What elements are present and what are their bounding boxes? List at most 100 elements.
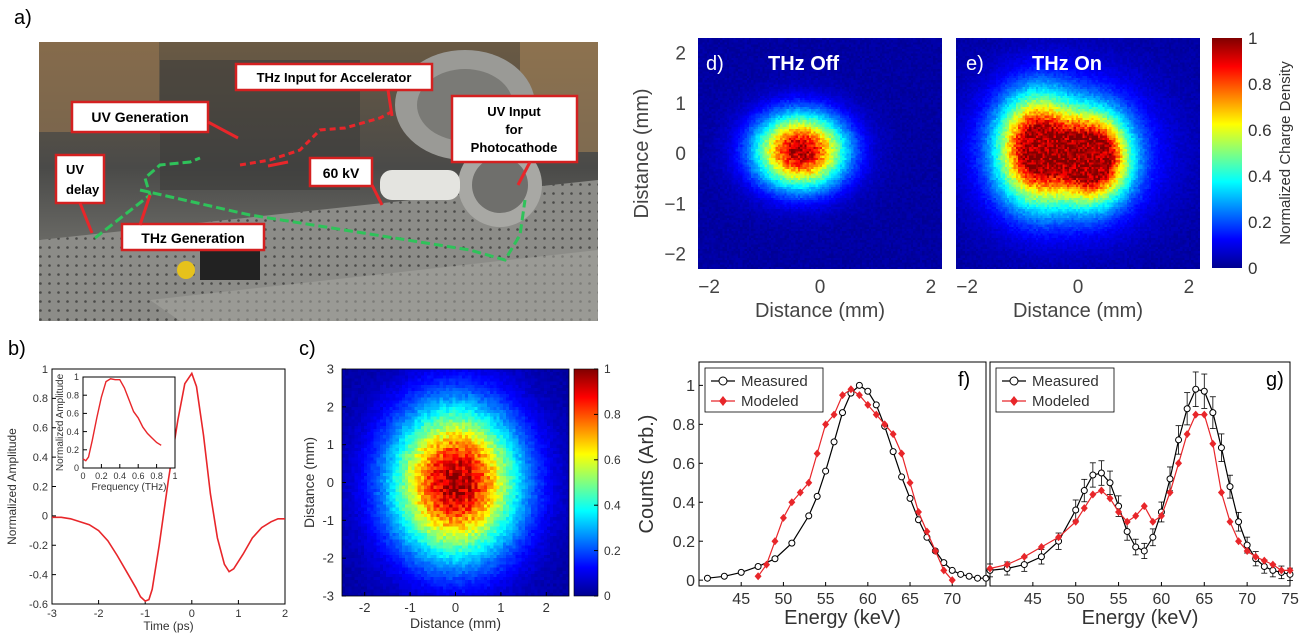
data-point-measured <box>1149 533 1157 541</box>
colorbar-tick-label: 0 <box>1248 259 1257 278</box>
data-point-measured <box>813 492 821 500</box>
data-point-measured <box>872 401 880 409</box>
data-point-modeled <box>1217 488 1225 497</box>
y-tick-label: 1 <box>42 364 48 376</box>
chart-b-inset: 0 0.2 0.4 0.6 0.8 1 0 0.2 0.4 0.6 0.8 1 Frequency (T… <box>55 372 178 493</box>
data-point-modeled <box>788 498 796 507</box>
data-point-modeled <box>1286 566 1294 575</box>
y-tick-label: 0.6 <box>33 423 48 435</box>
data-point-measured <box>771 555 779 563</box>
svg-text:Photocathode: Photocathode <box>471 140 558 155</box>
chart-f: 45 50 55 60 65 70 0 0.2 0.4 0.6 0.8 1 Energy (keV) Co… <box>636 361 990 629</box>
y-axis-label: Normalized Amplitude <box>5 428 19 545</box>
colorbar-tick-label: 0.4 <box>604 498 621 512</box>
x-tick-label: 0 <box>80 471 85 481</box>
data-point-modeled <box>830 410 838 419</box>
label-thz-generation: THz Generation <box>120 222 266 252</box>
data-point-modeled <box>1097 486 1105 495</box>
data-point-modeled <box>1055 533 1063 542</box>
x-axis-label: Distance (mm) <box>755 300 885 322</box>
data-point-modeled <box>754 572 762 581</box>
series-line-0 <box>82 378 162 462</box>
x-tick-label: 2 <box>1184 277 1195 298</box>
y-tick-label: 0.4 <box>673 495 695 512</box>
panel-c: -2 -1 0 1 2 -3 -2 -1 0 1 2 3 Distance (mm) Distance (… <box>301 362 570 631</box>
svg-text:UV Generation: UV Generation <box>91 109 188 125</box>
y-tick-label: 0 <box>327 475 334 490</box>
data-point-measured <box>703 574 711 582</box>
data-point-modeled <box>898 449 906 458</box>
colorbar-de: 0 0.2 0.4 0.6 0.8 1 Normalized Charge Density <box>1212 29 1294 278</box>
x-tick-label: 70 <box>1238 591 1256 608</box>
data-point-measured <box>1217 444 1225 452</box>
x-tick-label: 2 <box>543 600 550 615</box>
x-tick-label: -1 <box>140 608 150 620</box>
colorbar-tick-label: 1 <box>604 362 611 376</box>
y-tick-label: 3 <box>327 362 334 377</box>
x-tick-label: 0.2 <box>95 471 108 481</box>
data-point-measured <box>839 409 846 417</box>
data-point-modeled <box>1072 517 1080 526</box>
title-d: THz Off <box>768 53 839 75</box>
colorbar-de-label: Normalized Charge Density <box>1277 61 1294 245</box>
panel-letter-a: a) <box>14 7 32 29</box>
data-point-modeled <box>1149 517 1157 526</box>
data-point-measured <box>822 467 830 475</box>
y-tick-label: 0 <box>74 463 79 473</box>
data-point-modeled <box>1226 517 1234 526</box>
title-e: THz On <box>1032 53 1102 75</box>
data-point-measured <box>855 381 863 389</box>
x-axis-label: Distance (mm) <box>1013 300 1143 322</box>
x-axis-label: Energy (keV) <box>1082 607 1199 629</box>
y-tick-label: 2 <box>675 44 686 65</box>
colorbar-tick-label: 0.8 <box>604 408 621 422</box>
data-point-modeled <box>864 400 872 409</box>
data-point-measured <box>1132 543 1140 551</box>
svg-text:60 kV: 60 kV <box>323 165 360 181</box>
data-point-modeled <box>889 430 897 439</box>
label-60kv: 60 kV <box>308 156 374 188</box>
y-tick-label: 0.2 <box>33 481 48 493</box>
x-tick-label: 0.4 <box>114 471 127 481</box>
data-point-modeled <box>813 449 821 458</box>
data-point-modeled <box>923 527 931 536</box>
y-axis-label: Counts (Arb.) <box>636 415 658 534</box>
data-point-modeled <box>1115 507 1123 516</box>
data-point-modeled <box>1200 410 1208 419</box>
colorbar-tick-label: 0.6 <box>604 453 621 467</box>
legend-label: Modeled <box>741 393 799 410</box>
series-line-0 <box>707 384 986 579</box>
y-tick-label: 0 <box>675 144 686 165</box>
x-tick-label: 0 <box>815 277 826 298</box>
data-point-modeled <box>914 507 922 516</box>
data-point-modeled <box>779 513 787 522</box>
x-tick-label: 0.6 <box>132 471 145 481</box>
data-point-measured <box>1123 527 1131 535</box>
x-tick-label: -2 <box>359 600 371 615</box>
x-axis-label: Distance (mm) <box>410 615 501 631</box>
panel-e: e) THz On −2 0 2 Distance (mm) <box>956 38 1200 322</box>
y-tick-label: 0.6 <box>673 456 695 473</box>
legend-label: Measured <box>741 373 808 390</box>
svg-text:for: for <box>505 122 522 137</box>
y-tick-label: 0.8 <box>66 390 79 400</box>
data-point-measured <box>965 572 973 580</box>
data-point-measured <box>948 566 956 574</box>
data-point-modeled <box>1175 459 1183 468</box>
data-point-measured <box>1080 487 1088 495</box>
x-tick-label: 2 <box>282 608 288 620</box>
label-uv-input: UV Input for Photocathode <box>450 94 579 164</box>
data-point-modeled <box>1089 490 1097 499</box>
panel-letter-d: d) <box>706 53 724 75</box>
data-point-modeled <box>839 391 846 400</box>
data-point-measured <box>1226 483 1234 491</box>
y-tick-label: 1 <box>327 437 334 452</box>
x-tick-label: 60 <box>859 591 877 608</box>
data-point-modeled <box>1157 511 1165 520</box>
plot-frame <box>341 368 570 597</box>
x-tick-label: 1 <box>172 471 177 481</box>
x-axis-label: Energy (keV) <box>784 607 901 629</box>
data-point-measured <box>906 494 914 502</box>
data-point-measured <box>754 563 762 571</box>
